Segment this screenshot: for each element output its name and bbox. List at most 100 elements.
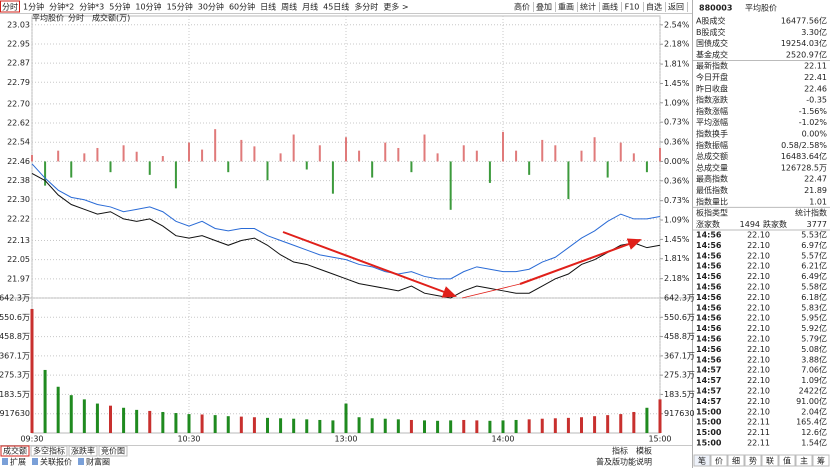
bottom-tool[interactable]: 模板	[636, 446, 652, 456]
y2-tick-label: 2.18%	[664, 274, 690, 283]
breadth-bar	[606, 161, 609, 178]
y-tick-label: 22.62	[7, 119, 30, 128]
volume-bar	[56, 386, 60, 433]
panel-tab[interactable]: 势	[749, 456, 757, 466]
toolbar-button[interactable]: F10	[625, 3, 640, 12]
quote-label: 平均涨幅	[696, 117, 728, 127]
breadth-bar	[632, 153, 635, 162]
panel-tab[interactable]: 笔	[698, 456, 706, 466]
volume-bar	[553, 418, 557, 433]
trade-time: 14:57	[696, 366, 721, 375]
toolbar-tab[interactable]: 15分钟	[167, 2, 193, 12]
toolbar-tab[interactable]: 分时	[2, 2, 18, 12]
x-tick-label: 13:00	[334, 435, 357, 444]
y-tick-label: 275.3万	[0, 371, 30, 380]
quote-label: A股成交	[696, 16, 725, 26]
volume-bar	[593, 416, 597, 433]
trade-time: 14:56	[696, 355, 722, 364]
volume-bar	[436, 420, 440, 433]
toolbar-tab[interactable]: 45日线	[323, 2, 349, 12]
quote-label: 指数量比	[696, 196, 728, 206]
volume-bar	[540, 418, 544, 433]
bottom-link[interactable]: 财富圈	[86, 457, 110, 467]
toolbar-button[interactable]: 统计	[580, 2, 596, 12]
panel-tab[interactable]: 价	[715, 457, 723, 466]
bottom-tab[interactable]: 多空指标	[33, 446, 65, 456]
breadth-bar	[279, 153, 282, 162]
panel-tab[interactable]: 主	[800, 456, 808, 466]
breadth-bar	[305, 161, 308, 170]
panel-tab-frame	[761, 454, 779, 467]
toolbar-tab[interactable]: 更多 >	[383, 2, 408, 12]
y-tick-label: 22.70	[7, 99, 30, 108]
panel-tab[interactable]: 值	[783, 456, 791, 466]
y2-tick-label: 642.3万	[664, 294, 695, 303]
breadth-bar	[645, 161, 648, 173]
trade-price: 22.11	[747, 439, 770, 448]
x-tick-label: 15:00	[648, 435, 671, 444]
quote-value: 2520.97亿	[786, 49, 827, 59]
quote-value: 0.58/2.58%	[781, 141, 827, 150]
bottom-link[interactable]: 扩展	[10, 457, 26, 467]
y2-tick-label: 1.45%	[664, 79, 690, 88]
panel-tab[interactable]: 细	[732, 456, 740, 466]
toolbar-tab[interactable]: 多分时	[354, 2, 378, 12]
toolbar-tab[interactable]: 30分钟	[198, 2, 224, 12]
volume-bar	[475, 420, 479, 433]
toolbar-tab[interactable]: 月线	[302, 2, 318, 12]
breadth-bar	[345, 137, 347, 162]
volume-bar	[30, 308, 34, 433]
volume-bar	[200, 414, 204, 433]
bottom-tab[interactable]: 成交额	[3, 446, 27, 456]
toolbar-tab[interactable]: 1分钟	[23, 2, 44, 12]
volume-bar	[122, 407, 126, 433]
quote-label: 指数涨幅	[696, 106, 728, 116]
toolbar-button[interactable]: 重画	[558, 2, 574, 12]
volume-bar	[252, 417, 256, 433]
bottom-tab[interactable]: 涨跌率	[71, 446, 95, 456]
panel-tab[interactable]: 筹	[817, 456, 825, 466]
panel-tab-frame	[812, 454, 830, 467]
trade-volume: 5.57亿	[801, 250, 827, 260]
toolbar-tab[interactable]: 10分钟	[135, 2, 161, 12]
toolbar-tab[interactable]: 分钟*2	[49, 2, 74, 12]
trade-price: 22.10	[747, 324, 770, 333]
volume-bar	[213, 415, 217, 433]
trade-volume: 2422亿	[799, 386, 827, 396]
panel-tab[interactable]: 联	[766, 457, 774, 466]
volume-bar	[566, 417, 570, 433]
quote-label: 基金成交	[696, 49, 728, 59]
toolbar-button[interactable]: 叠加	[536, 2, 552, 12]
trade-volume: 12.6亿	[801, 427, 827, 437]
bottom-link[interactable]: 关联报价	[40, 457, 72, 467]
quote-value: 1.01	[809, 197, 827, 206]
trade-price: 22.11	[747, 428, 770, 437]
quote-value: -0.35	[806, 96, 827, 105]
trade-volume: 1.09亿	[801, 375, 827, 385]
toolbar-tab[interactable]: 周线	[281, 2, 297, 12]
toolbar-button[interactable]: 返回	[668, 3, 684, 12]
y-tick-label: 183.5万	[0, 390, 30, 399]
toolbar-button[interactable]: 自选	[646, 2, 662, 12]
x-tick-label: 14:00	[491, 435, 514, 444]
quote-label: 指数涨跌	[696, 95, 728, 105]
toolbar-tab[interactable]: 5分钟	[109, 2, 130, 12]
trade-volume: 6.97亿	[801, 240, 827, 250]
toolbar-button[interactable]: 画线	[602, 2, 618, 12]
quote-value: 126728.5万	[781, 163, 827, 172]
bottom-tab[interactable]: 竞价图	[101, 446, 125, 456]
quote-value: 16477.56亿	[781, 16, 827, 26]
toolbar-tab[interactable]: 日线	[260, 2, 276, 12]
price-line	[31, 172, 661, 299]
tab-selected-frame	[0, 0, 20, 13]
quote-label: 最低指数	[696, 185, 728, 195]
toolbar-button[interactable]: 高价	[514, 2, 530, 12]
volume-bar	[396, 419, 400, 433]
toolbar-tab[interactable]: 分钟*3	[79, 2, 104, 12]
bottom-tool[interactable]: 指标	[612, 446, 628, 456]
toolbar-tab[interactable]: 60分钟	[229, 2, 255, 12]
breadth-bar	[83, 153, 86, 162]
breadth-bar	[135, 151, 138, 162]
